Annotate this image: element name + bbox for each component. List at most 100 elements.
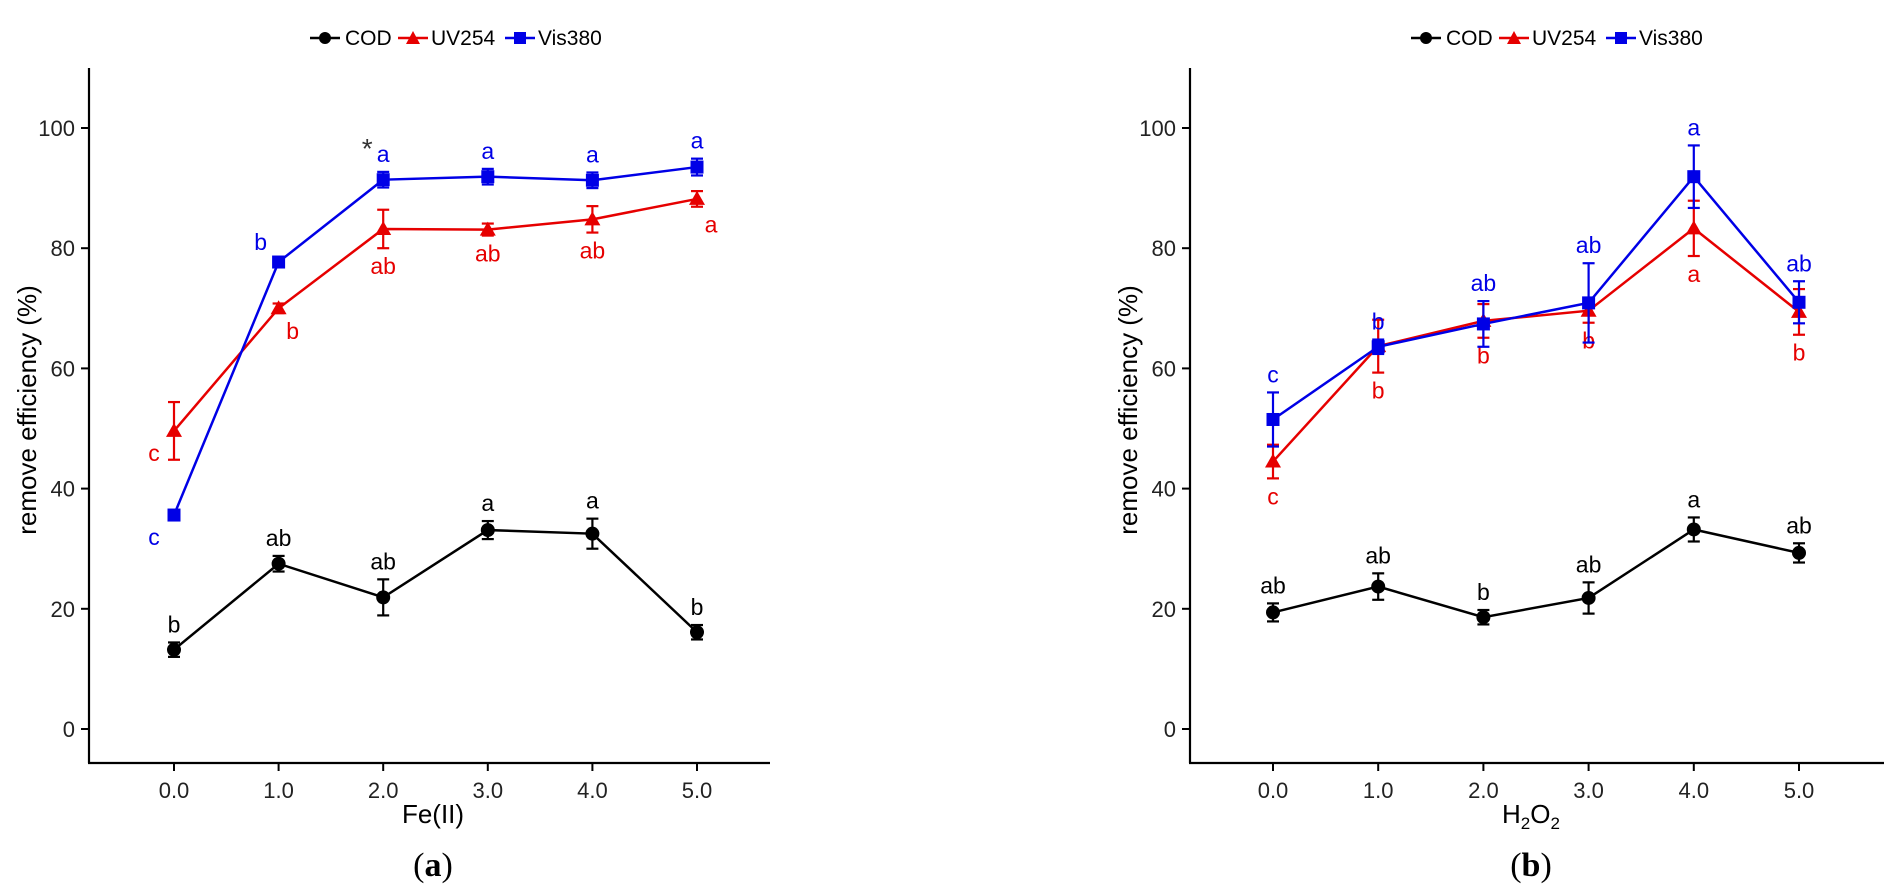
significance-label: b — [1477, 343, 1490, 369]
data-point — [1792, 295, 1806, 309]
y-tick-label: 100 — [38, 116, 75, 141]
data-point — [376, 590, 391, 605]
series-line — [1272, 174, 1800, 421]
legend-label-vis380: Vis380 — [538, 27, 602, 50]
legend-label-cod: COD — [345, 27, 392, 50]
y-tick-label: 20 — [51, 597, 75, 622]
chart-panel-b: COD UV254 Vis380 remove efficiency (%) H… — [1113, 27, 1884, 884]
legend-label-cod: COD — [1446, 27, 1493, 50]
data-point — [1266, 605, 1280, 620]
y-axis-a: remove efficiency (%) — [12, 68, 91, 763]
x-ticks-a: 0.0 1.0 2.0 3.0 4.0 5.0 — [159, 763, 712, 803]
data-point — [1476, 610, 1491, 625]
significance-label: ab — [370, 253, 396, 279]
significance-label: a — [1687, 486, 1700, 512]
data-point — [479, 221, 496, 236]
data-point — [1685, 220, 1702, 235]
x-tick-label: 1.0 — [263, 778, 294, 803]
data-point — [1476, 317, 1490, 331]
legend-a: COD UV254 Vis380 — [310, 27, 602, 50]
series-line — [173, 197, 698, 432]
legend-entry-vis380: Vis380 — [505, 27, 602, 50]
significance-label: b — [1793, 340, 1806, 366]
data-point — [272, 255, 286, 269]
data-point — [1687, 170, 1701, 184]
y-axis-title-a: remove efficiency (%) — [12, 285, 42, 535]
significance-label: b — [168, 611, 181, 637]
legend-entry-cod: COD — [310, 27, 392, 50]
y-tick-label: 80 — [1152, 236, 1176, 261]
data-point — [1371, 340, 1385, 354]
data-point — [690, 160, 704, 174]
significance-label: ab — [1365, 542, 1391, 568]
x-tick-label: 3.0 — [1573, 778, 1604, 803]
series-line — [1272, 226, 1800, 463]
y-axis-b: remove efficiency (%) — [1113, 68, 1192, 763]
significance-label: b — [286, 318, 299, 344]
data-point — [1686, 522, 1701, 537]
y-axis-title-b: remove efficiency (%) — [1113, 285, 1143, 535]
series-cod: ab ab b ab a ab — [1260, 486, 1812, 626]
y-tick-label: 20 — [1152, 597, 1176, 622]
data-point — [1581, 590, 1596, 605]
significance-label: b — [254, 229, 267, 255]
data-point — [1582, 296, 1596, 310]
legend-label-uv254: UV254 — [431, 27, 496, 50]
significance-label: a — [586, 488, 599, 514]
data-point — [480, 523, 495, 538]
x-axis-title-b: H2O2 — [1502, 799, 1560, 833]
series-line — [173, 528, 698, 651]
significance-label: ab — [1576, 232, 1602, 258]
y-tick-label: 40 — [51, 477, 75, 502]
significance-label: b — [1372, 378, 1385, 404]
x-ticks-b: 0.0 1.0 2.0 3.0 4.0 5.0 — [1258, 763, 1815, 803]
series-line — [1272, 528, 1800, 619]
data-point — [690, 625, 704, 640]
significance-label: c — [148, 524, 160, 550]
x-tick-label: 2.0 — [368, 778, 399, 803]
significance-label: ab — [266, 525, 292, 551]
significance-label: b — [691, 594, 704, 620]
legend-entry-vis380: Vis380 — [1606, 27, 1703, 50]
x-tick-label: 3.0 — [473, 778, 504, 803]
asterisk-annotation: * — [362, 133, 373, 164]
significance-label: a — [481, 490, 494, 516]
series-vis380: c b a a a a — [148, 128, 703, 550]
legend-label-uv254: UV254 — [1532, 27, 1597, 50]
significance-label: c — [1267, 361, 1279, 387]
x-tick-label: 1.0 — [1363, 778, 1394, 803]
significance-label: ab — [580, 238, 606, 264]
data-point — [167, 508, 181, 522]
significance-label: c — [148, 440, 160, 466]
x-tick-label: 2.0 — [1468, 778, 1499, 803]
data-point — [167, 642, 181, 657]
series-line — [172, 165, 698, 516]
x-tick-label: 0.0 — [1258, 778, 1289, 803]
x-axis-b: H2O2 — [1189, 761, 1884, 833]
y-ticks-b: 0 20 40 60 80 100 — [1139, 116, 1190, 742]
significance-label: a — [691, 128, 704, 154]
panel-label-b: (b) — [1510, 847, 1552, 884]
plot-area-b: ababbabaabcbbbabcbababaab — [1260, 114, 1812, 626]
data-point — [585, 173, 599, 187]
data-point — [270, 300, 287, 315]
significance-label: a — [586, 141, 599, 167]
significance-label: a — [1687, 114, 1700, 140]
significance-label: a — [377, 141, 390, 167]
significance-label: a — [1687, 261, 1700, 287]
series-uv254: cbbbab — [1265, 199, 1807, 509]
x-tick-label: 5.0 — [1784, 778, 1815, 803]
significance-label: ab — [475, 241, 501, 267]
significance-label: ab — [1576, 551, 1602, 577]
y-tick-label: 40 — [1152, 477, 1176, 502]
x-axis-title-a: Fe(II) — [402, 799, 464, 829]
significance-label: ab — [1786, 512, 1812, 538]
significance-label: ab — [1260, 572, 1286, 598]
y-ticks-a: 0 20 40 60 80 100 — [38, 116, 89, 742]
y-tick-label: 0 — [1164, 717, 1176, 742]
significance-label: b — [1372, 309, 1385, 335]
significance-label: ab — [1786, 250, 1812, 276]
significance-label: ab — [1471, 270, 1497, 296]
